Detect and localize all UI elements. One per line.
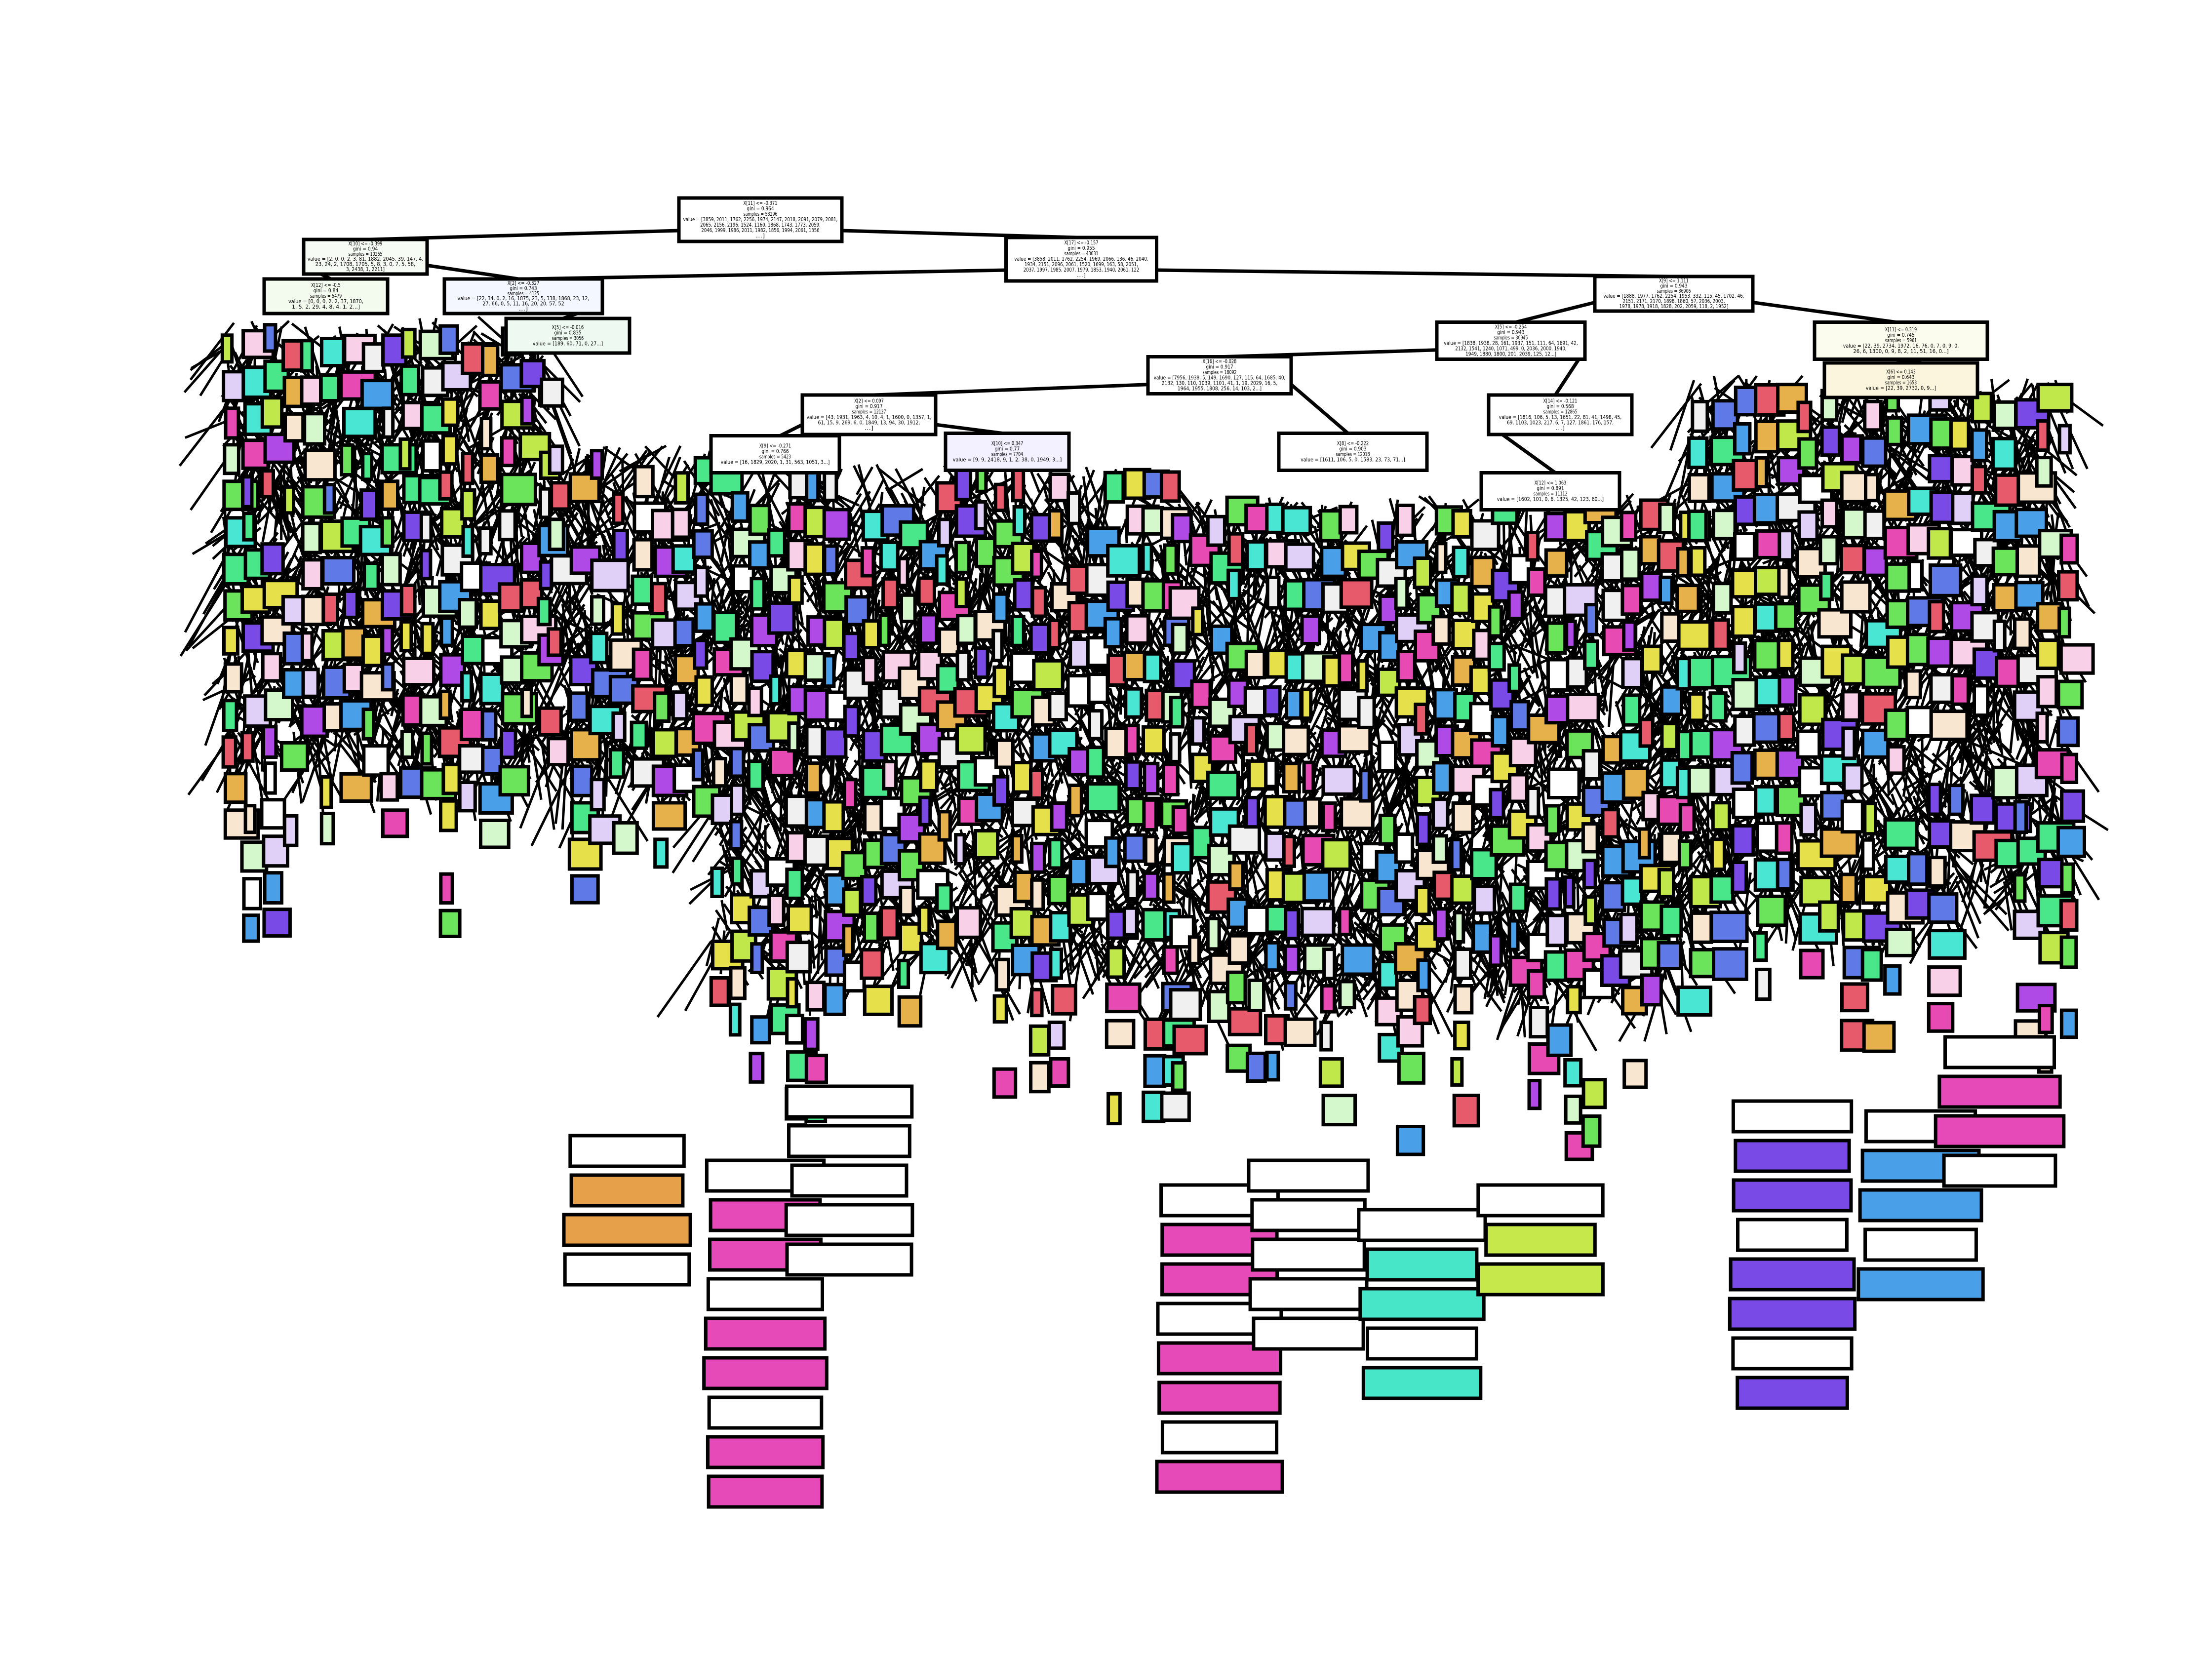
tree-edge bbox=[1137, 942, 1160, 989]
tree-edge bbox=[541, 744, 555, 830]
tree-edge bbox=[415, 554, 421, 605]
tree-edge bbox=[1310, 767, 1322, 802]
tree-edge bbox=[1523, 667, 1540, 706]
tree-edge bbox=[1262, 575, 1288, 656]
tree-edge bbox=[1177, 936, 1233, 987]
tree-edge bbox=[918, 486, 926, 523]
tree-edge bbox=[1637, 614, 1655, 649]
tree-edge bbox=[1081, 933, 1098, 979]
tree-edge bbox=[779, 423, 803, 437]
tree-edge bbox=[1351, 608, 1367, 657]
tree-edge bbox=[849, 513, 861, 557]
tree-edge bbox=[1332, 866, 1370, 939]
tree-edge bbox=[561, 759, 568, 830]
tree-edge bbox=[1037, 752, 1055, 815]
tree-edge bbox=[746, 789, 769, 823]
tree-edge bbox=[722, 816, 753, 894]
tree-edge bbox=[1156, 268, 1669, 278]
tree-edge bbox=[521, 664, 562, 749]
tree-edge bbox=[1229, 592, 1245, 630]
tree-edge bbox=[955, 938, 973, 965]
tree-edge bbox=[857, 464, 872, 512]
tree-edge bbox=[1669, 380, 1696, 451]
tree-edge bbox=[626, 597, 629, 639]
tree-edge bbox=[834, 756, 849, 786]
tree-edge bbox=[1515, 301, 1595, 324]
tree-edge bbox=[605, 744, 609, 797]
tree-edge bbox=[1290, 383, 1349, 435]
tree-edge bbox=[354, 445, 357, 492]
tree-edge bbox=[1607, 666, 1615, 727]
tree-edge bbox=[1485, 970, 1505, 1008]
dense-tree-region bbox=[179, 316, 2109, 1509]
tree-edge bbox=[563, 615, 583, 659]
tree-edge bbox=[924, 810, 975, 889]
tree-edge bbox=[179, 404, 228, 467]
tree-edge bbox=[189, 322, 235, 381]
tree-edge bbox=[1372, 699, 1385, 742]
tree-edge bbox=[603, 479, 640, 504]
tree-edge bbox=[530, 760, 575, 847]
tree-edge bbox=[1240, 745, 1244, 795]
tree-edge bbox=[710, 499, 736, 588]
tree-edge bbox=[877, 467, 926, 507]
tree-edge bbox=[1059, 516, 1075, 589]
tree-edge bbox=[861, 579, 900, 643]
tree-edge bbox=[528, 268, 1006, 281]
tree-edge bbox=[973, 870, 1001, 911]
tree-edge bbox=[1056, 911, 1112, 980]
tree-edge bbox=[593, 757, 649, 842]
tree-edge bbox=[656, 940, 712, 1018]
tree-edge bbox=[790, 855, 834, 921]
tree-edge bbox=[1890, 448, 1929, 481]
tree-edge bbox=[1181, 896, 1185, 918]
tree-edge bbox=[1752, 301, 1896, 324]
tree-edge bbox=[427, 264, 519, 281]
tree-edge bbox=[1239, 593, 1267, 659]
tree-edge bbox=[950, 943, 974, 989]
tree-edge bbox=[1246, 576, 1250, 648]
tree-edge bbox=[1360, 767, 1396, 853]
tree-edge bbox=[873, 383, 1148, 397]
tree-edge bbox=[1021, 525, 1068, 592]
tree-edge bbox=[192, 531, 230, 555]
tree-edge bbox=[1494, 875, 1504, 938]
tree-edge bbox=[1037, 563, 1051, 585]
tree-edge bbox=[1193, 786, 1202, 810]
tree-edge bbox=[539, 633, 591, 717]
tree-edge bbox=[1386, 727, 1417, 793]
tree-edge bbox=[867, 695, 887, 727]
tree-edge bbox=[1958, 864, 1985, 933]
tree-edge bbox=[1186, 715, 1192, 789]
tree-edge bbox=[755, 793, 766, 854]
tree-edge bbox=[563, 620, 596, 647]
tree-edge bbox=[705, 552, 740, 595]
tree-edge bbox=[984, 833, 1034, 881]
tree-edge bbox=[1672, 448, 1690, 531]
tree-edge bbox=[185, 606, 227, 652]
tree-edge bbox=[886, 468, 924, 492]
tree-edge bbox=[1388, 753, 1413, 810]
tree-edge bbox=[856, 466, 874, 496]
tree-edge bbox=[411, 615, 421, 650]
